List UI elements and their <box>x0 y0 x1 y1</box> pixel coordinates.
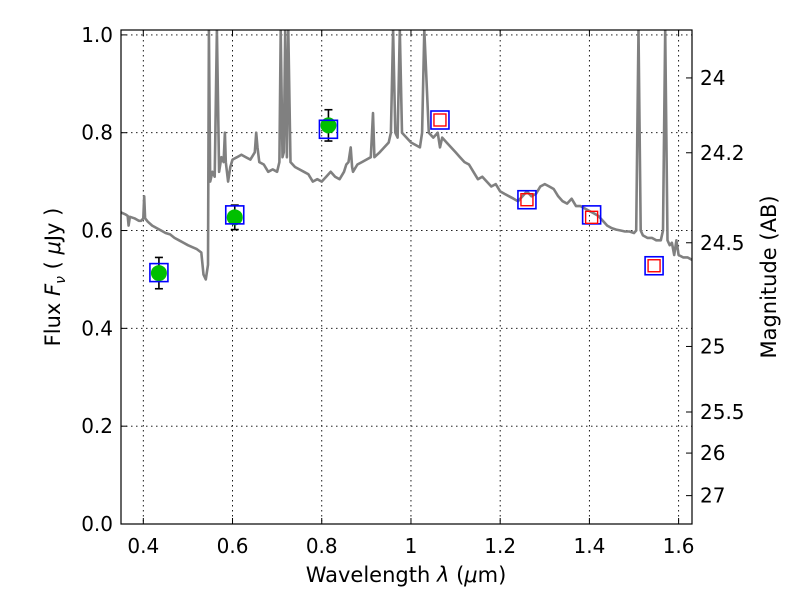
observed-point <box>226 209 243 226</box>
y-tick-label: 1.0 <box>81 23 113 47</box>
y-tick-label: 0.6 <box>81 219 113 243</box>
y2-tick-label: 26 <box>700 441 725 465</box>
x-tick-label: 1.4 <box>573 534 605 558</box>
y-tick-label: 0.4 <box>81 316 113 340</box>
model-square <box>517 189 537 210</box>
observed-point <box>320 117 337 134</box>
y2-tick-label: 25.5 <box>700 400 745 424</box>
x-tick-label: 1.6 <box>663 534 695 558</box>
model-square <box>224 205 245 225</box>
predicted-square <box>647 259 661 273</box>
model-square <box>430 110 450 130</box>
x-axis-label: Wavelength λ (μm) <box>306 563 507 587</box>
y-axis-label: Flux Fν ( μJy ) <box>41 208 69 347</box>
x-tick-label: 1.2 <box>484 534 516 558</box>
y-tick-label: 0.0 <box>81 512 113 536</box>
y2-tick-label: 24.5 <box>700 231 745 255</box>
model-square <box>149 262 169 283</box>
observed-point <box>150 265 167 282</box>
y2-tick-label: 24.2 <box>700 141 745 165</box>
predicted-square <box>584 210 599 225</box>
x-tick-label: 1 <box>405 534 418 558</box>
y2-ticks: 24 24.2 24.5 25 25.5 26 27 <box>686 66 745 508</box>
y-tick-label: 0.8 <box>81 121 113 145</box>
axes-frame <box>120 29 693 525</box>
y2-tick-label: 24 <box>700 66 725 90</box>
model-square <box>318 119 339 140</box>
spectrum-line <box>121 30 692 281</box>
x-ticks: 0.4 0.6 0.8 1 1.2 1.4 1.6 <box>127 30 695 558</box>
predicted-square <box>433 113 447 127</box>
model-square <box>644 255 664 276</box>
y2-tick-label: 27 <box>700 484 725 508</box>
plot-area <box>121 30 692 290</box>
x-tick-label: 0.6 <box>217 534 249 558</box>
y2-tick-label: 25 <box>700 334 725 358</box>
y-ticks: 0.0 0.2 0.4 0.6 0.8 1.0 <box>81 23 127 536</box>
x-tick-label: 0.4 <box>127 534 159 558</box>
x-tick-label: 0.8 <box>306 534 338 558</box>
y-tick-label: 0.2 <box>81 414 113 438</box>
y2-axis-label: Magnitude (AB) <box>757 195 781 358</box>
predicted-square <box>520 193 534 207</box>
